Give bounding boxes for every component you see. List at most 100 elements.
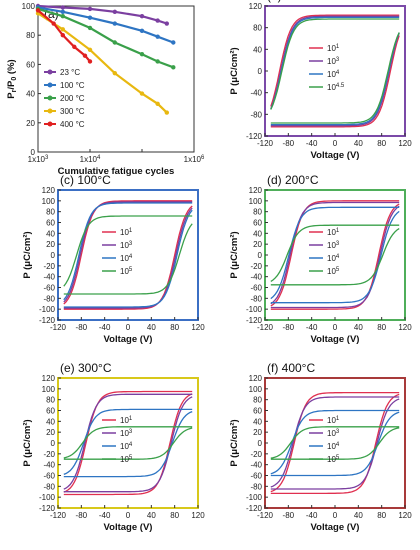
legend-label: 105 [327, 267, 340, 276]
y-tick-label: 60 [253, 407, 262, 416]
hysteresis-branch [63, 396, 193, 493]
hysteresis-branch [63, 215, 193, 287]
y-tick-label: -40 [250, 273, 262, 282]
x-tick-label: 40 [354, 511, 363, 520]
legend-label: 104 [327, 70, 340, 79]
y-tick-label: -100 [246, 305, 263, 314]
x-axis-label: Voltage (V) [104, 334, 153, 345]
hysteresis-branch [63, 201, 193, 303]
x-tick-label: 0 [333, 511, 338, 520]
hysteresis-branch [270, 427, 400, 460]
legend-label: 101 [120, 228, 133, 237]
x-tick-label: 80 [377, 139, 386, 148]
legend-label: 101 [327, 44, 340, 53]
x-tick-label: -80 [283, 511, 295, 520]
data-point [155, 101, 160, 107]
y-tick-label: -100 [39, 305, 56, 314]
hysteresis-branch [270, 396, 400, 488]
y-tick-label: -20 [250, 262, 262, 271]
x-tick-label: -40 [99, 511, 111, 520]
y-tick-label: 100 [42, 385, 56, 394]
y-tick-label: 100 [42, 197, 56, 206]
hysteresis-branch [63, 390, 193, 493]
panel-b: -120 -80 -40 0 40 80 120 120 80 40 0 -40 -80 -120 Volt… [229, 0, 412, 161]
legend-label: 103 [327, 57, 340, 66]
y-tick-label: -120 [39, 504, 56, 513]
hysteresis-branch [270, 200, 400, 307]
data-point [112, 40, 118, 45]
data-point [60, 9, 66, 15]
x-tick-label: 80 [377, 323, 386, 332]
data-point [112, 21, 118, 26]
data-point [87, 25, 93, 31]
x-tick-label: 1x103 [28, 155, 49, 164]
y-tick-label: 0 [258, 67, 263, 76]
legend-label: 400 °C [60, 120, 85, 129]
hysteresis-branch [63, 426, 193, 459]
data-point [164, 21, 170, 26]
hysteresis-branch [63, 427, 193, 460]
y-tick-label: 20 [46, 428, 55, 437]
y-tick-label: 40 [26, 90, 35, 99]
x-tick-label: 80 [170, 323, 179, 332]
legend-label: 101 [120, 416, 133, 425]
x-tick-label: 120 [398, 511, 412, 520]
panel-f: -120 -80 -40 0 40 80 120120100806040200-20-40-… [229, 361, 412, 533]
y-axis-label: P (μC/cm²) [229, 231, 240, 278]
x-tick-label: 120 [191, 323, 205, 332]
panel-c: -120 -80 -40 0 40 80 120120100806040200-20-40-… [22, 173, 205, 345]
x-tick-label: -80 [76, 323, 88, 332]
data-point [35, 8, 41, 13]
x-tick-label: -120 [50, 511, 67, 520]
y-tick-label: 0 [31, 148, 36, 157]
y-tick-label: -20 [43, 262, 55, 271]
hysteresis-branch [63, 223, 193, 295]
data-point [139, 51, 145, 57]
hysteresis-branch [63, 393, 193, 490]
hysteresis-branch [270, 32, 400, 127]
y-tick-label: 20 [26, 119, 35, 128]
y-tick-label: 40 [253, 45, 262, 54]
legend-label: 23 °C [60, 68, 80, 77]
legend-label: 100 °C [60, 81, 85, 90]
y-tick-label: 0 [51, 251, 56, 260]
y-tick-label: 80 [26, 31, 35, 40]
panel-d: -120 -80 -40 0 40 80 120120100806040200-20-40-… [229, 173, 412, 345]
x-tick-label: -120 [257, 511, 274, 520]
data-point [51, 21, 56, 26]
x-tick-label: -80 [76, 511, 88, 520]
x-tick-label: 0 [333, 323, 338, 332]
x-tick-label: 0 [126, 323, 131, 332]
legend-marker [47, 69, 53, 75]
hysteresis-branch [270, 15, 400, 110]
data-point [112, 9, 118, 15]
data-point [155, 59, 160, 64]
y-tick-label: -120 [246, 132, 263, 141]
y-tick-label: -40 [43, 461, 55, 470]
hysteresis-branch [270, 18, 400, 110]
panel-title: (f) 400°C [267, 361, 315, 375]
y-tick-label: 60 [46, 219, 55, 228]
y-tick-label: 120 [249, 374, 263, 383]
data-point [87, 6, 93, 12]
hysteresis-branch [270, 32, 400, 124]
y-tick-label: -100 [246, 493, 263, 502]
data-point [82, 53, 88, 58]
x-tick-label: -120 [257, 323, 274, 332]
y-tick-label: 80 [46, 396, 55, 405]
panel-title: (d) 200°C [267, 173, 319, 187]
x-tick-label: -80 [283, 139, 295, 148]
data-point [87, 47, 93, 52]
data-point [60, 27, 66, 32]
x-axis-label: Voltage (V) [104, 522, 153, 533]
x-tick-label: -40 [99, 323, 111, 332]
x-axis-label: Voltage (V) [311, 522, 360, 533]
y-tick-label: 80 [253, 396, 262, 405]
x-tick-label: -120 [50, 323, 67, 332]
legend-label: 103 [120, 241, 133, 250]
y-tick-label: -100 [39, 493, 56, 502]
x-tick-label: 120 [191, 511, 205, 520]
y-axis-label: Pr/P0 (%) [6, 59, 18, 98]
data-point [171, 40, 176, 45]
